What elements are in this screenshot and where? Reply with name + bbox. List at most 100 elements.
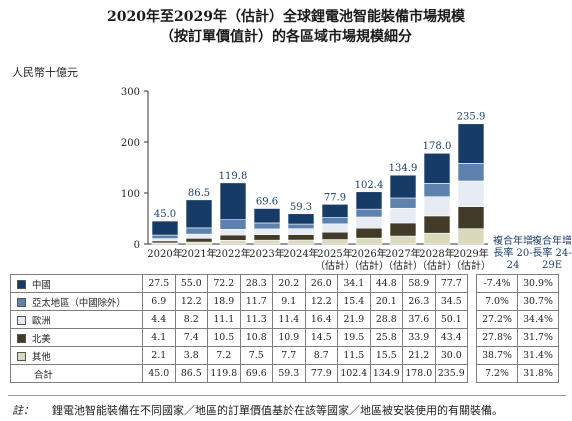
- bar-segment: [287, 228, 315, 235]
- table-cell: 34.1: [337, 274, 370, 293]
- bar-segment: [185, 233, 213, 239]
- table-spacer: [468, 329, 477, 347]
- table-cell: 11.3: [239, 310, 273, 329]
- row-label: 北美: [10, 328, 143, 347]
- cagr-header-2020-24-text: 複合年增長率 20-24: [493, 236, 533, 271]
- table-cell: 4.4: [142, 310, 175, 329]
- cagr-cell: 38.7%: [476, 346, 518, 365]
- table-cell: 10.5: [207, 328, 240, 347]
- bar-segment: [389, 235, 417, 245]
- table-cell: 10.8: [239, 328, 273, 347]
- bar-segment: [389, 174, 417, 199]
- bar-segment: [253, 228, 281, 235]
- cagr-header-2020-24: 複合年增長率 20-24: [493, 236, 533, 272]
- x-tick-label: （估計）: [451, 259, 491, 272]
- x-tick-label: 2029年: [453, 247, 488, 260]
- bar-segment: [423, 232, 451, 245]
- table-cell: 37.6: [402, 310, 435, 329]
- x-tick-label: （估計）: [315, 259, 355, 272]
- bar-segment: [151, 240, 179, 244]
- legend-swatch: [17, 279, 26, 289]
- x-tick-label: 2023年: [249, 247, 284, 260]
- bar-segment: [355, 237, 383, 245]
- table-cell: 12.2: [174, 292, 208, 311]
- table-cell: 8.7: [304, 346, 338, 365]
- data-table: 中國 27.5 55.0 72.2 28.3 20.2 26.0 34.1 44.8 58.9 77…: [10, 274, 559, 383]
- legend-swatch: [17, 297, 26, 307]
- bar-segment: [355, 191, 383, 210]
- table-cell: 28.3: [239, 274, 273, 293]
- cagr-cell: 31.4%: [517, 346, 559, 365]
- table-row: 其他 2.1 3.8 7.2 7.5 7.7 8.7 11.5 15.5 21.2 30.0 38.7…: [10, 346, 559, 365]
- bar-segment: [389, 222, 417, 237]
- bar-total-label: 235.9: [457, 112, 486, 123]
- table-cell: 4.1: [142, 328, 175, 347]
- table-cell: 18.9: [207, 292, 240, 311]
- bar-total-label: 69.6: [256, 197, 278, 208]
- table-row: 中國 27.5 55.0 72.2 28.3 20.2 26.0 34.1 44.8 58.9 77…: [10, 274, 559, 293]
- cagr-cell: 7.0%: [476, 292, 518, 311]
- bar-segment: [253, 234, 281, 241]
- table-cell: 77.9: [304, 364, 338, 383]
- bar-segment: [457, 180, 485, 207]
- bar-segment: [219, 219, 247, 230]
- table-cell: 6.9: [142, 292, 175, 311]
- table-spacer: [468, 275, 477, 293]
- bar-total-label: 134.9: [389, 163, 418, 174]
- y-axis-unit-label: 人民幣十億元: [12, 66, 78, 79]
- table-cell: 9.1: [272, 292, 305, 311]
- footnote: 註： 鋰電池智能裝備在不同國家／地區的訂單價值基於在該等國家／地區被安裝使用的有關…: [12, 402, 503, 418]
- x-tick-label: （估計）: [383, 259, 423, 272]
- table-cell: 27.5: [142, 274, 175, 293]
- x-tick-label: 2025年: [317, 247, 352, 260]
- bar-segment: [457, 206, 485, 229]
- table-cell: 69.6: [239, 364, 273, 383]
- table-cell: 43.4: [434, 328, 468, 347]
- footnote-label: 註：: [12, 404, 34, 417]
- table-cell: 2.1: [142, 346, 175, 365]
- bar-segment: [423, 215, 451, 234]
- cagr-cell: -7.4%: [476, 274, 518, 293]
- table-cell: 16.4: [304, 310, 338, 329]
- bar-segment: [151, 234, 179, 239]
- table-cell: 11.7: [239, 292, 273, 311]
- bar-segment: [185, 237, 213, 243]
- table-cell: 50.1: [434, 310, 468, 329]
- bar-segment: [355, 208, 383, 218]
- bar-segment: [355, 227, 383, 239]
- table-cell: 7.5: [239, 346, 273, 365]
- x-tick-label: 2022年: [215, 247, 250, 260]
- bar-segment: [355, 216, 383, 229]
- row-label-total: 合計: [10, 364, 143, 383]
- table-cell: 102.4: [337, 364, 370, 383]
- table-cell: 7.2: [207, 346, 240, 365]
- bar-segment: [151, 238, 179, 242]
- table-cell: 33.9: [402, 328, 435, 347]
- bar-segment: [321, 231, 349, 240]
- table-cell: 134.9: [369, 364, 403, 383]
- table-cell: 55.0: [174, 274, 208, 293]
- table-cell: 235.9: [434, 364, 468, 383]
- table-cell: 11.5: [337, 346, 370, 365]
- table-row: 合計 45.0 86.5 119.8 69.6 59.3 77.9 102.4 134.9 178…: [10, 364, 559, 383]
- bar-segment: [389, 207, 417, 224]
- bar-segment: [321, 239, 349, 245]
- table-row: 歐洲 4.4 8.2 11.1 11.3 11.4 16.4 21.9 28.8 37.6 50.1…: [10, 310, 559, 329]
- legend-swatch: [17, 351, 26, 361]
- y-tick-label: 300: [121, 87, 140, 98]
- table-cell: 15.5: [369, 346, 403, 365]
- table-spacer: [468, 293, 477, 311]
- legend-swatch: [17, 333, 26, 343]
- cagr-cell: 30.7%: [517, 292, 559, 311]
- table-cell: 7.4: [174, 328, 208, 347]
- table-spacer: [468, 347, 477, 365]
- table-cell: 19.5: [337, 328, 370, 347]
- bar-segment: [185, 227, 213, 235]
- x-tick-label: 2024年: [283, 247, 318, 260]
- table-cell: 25.8: [369, 328, 403, 347]
- cagr-cell: 27.2%: [476, 310, 518, 329]
- table-row: 北美 4.1 7.4 10.5 10.8 10.9 14.5 19.5 25.8 33.9 43.4…: [10, 328, 559, 347]
- x-tick-label: 2021年: [181, 247, 216, 260]
- bar-segment: [287, 239, 315, 245]
- table-cell: 20.1: [369, 292, 403, 311]
